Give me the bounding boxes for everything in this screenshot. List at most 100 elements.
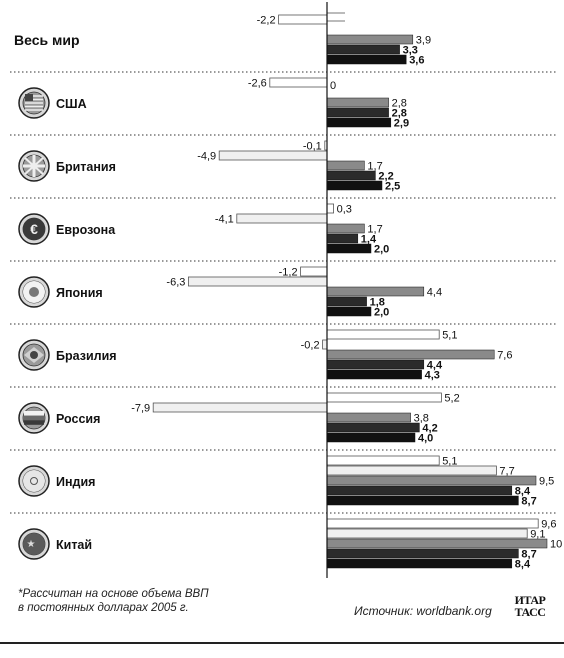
usa-flag-icon	[18, 87, 50, 119]
data-label: -0,1	[303, 141, 322, 153]
bar	[152, 402, 328, 413]
bar	[326, 369, 422, 380]
bar	[326, 455, 440, 466]
flag-band	[24, 415, 44, 421]
data-label: -2,6	[248, 78, 267, 90]
footnote-line-1: *Рассчитан на основе объема ВВП	[18, 588, 209, 600]
data-label: 5,2	[444, 393, 459, 405]
bar	[326, 538, 548, 549]
data-label: 3,3	[403, 45, 418, 57]
bar	[326, 54, 407, 65]
data-label: -4,1	[215, 214, 234, 226]
bar	[269, 77, 328, 88]
bar	[326, 432, 416, 443]
bar	[326, 392, 442, 403]
data-label: 8,4	[515, 559, 531, 571]
flag-canton	[25, 94, 33, 101]
chart-svg: Весь мир США Британия € Еврозона Япония Бразил…	[10, 2, 562, 578]
data-label: 3,8	[414, 413, 429, 425]
bar	[326, 306, 372, 317]
bar	[326, 44, 400, 55]
china-flag-icon: ★	[18, 528, 50, 560]
flag-field	[23, 533, 45, 555]
data-label: 4,0	[418, 433, 433, 445]
bar	[326, 286, 425, 297]
bar	[326, 180, 383, 191]
data-label: -7,9	[131, 403, 150, 415]
data-label: 0,3	[337, 204, 352, 216]
data-label: 2,0	[374, 244, 389, 256]
data-label: 4,2	[422, 423, 437, 435]
bar	[326, 296, 367, 307]
bar	[218, 150, 328, 161]
footnote-line-2: в постоянных долларах 2005 г.	[18, 602, 189, 614]
data-label: 5,1	[442, 456, 457, 468]
data-label: -4,9	[197, 151, 216, 163]
japan-flag-icon	[18, 276, 50, 308]
footnote: *Рассчитан на основе объема ВВП в постоя…	[18, 587, 248, 615]
bar	[326, 558, 513, 569]
flag-sun	[29, 287, 39, 297]
bar	[326, 170, 376, 181]
data-label: 4,3	[425, 370, 440, 382]
data-label: 4,4	[427, 360, 443, 372]
data-label: 2,2	[378, 171, 393, 183]
category-label: США	[56, 97, 87, 111]
bar	[326, 412, 411, 423]
uk-flag-icon	[18, 150, 50, 182]
bar	[326, 233, 359, 244]
category-label: Весь мир	[14, 32, 80, 48]
flag-star: ★	[27, 539, 36, 550]
eu-flag-icon: €	[18, 213, 50, 245]
flag-field	[23, 470, 45, 492]
data-label: -6,3	[166, 277, 185, 289]
euro-sign: €	[30, 221, 38, 237]
bar	[326, 359, 425, 370]
bar	[187, 276, 328, 287]
flag-wheel	[30, 477, 38, 485]
data-label: 1,4	[361, 234, 377, 246]
data-label: -0,2	[301, 340, 320, 352]
data-label: 2,0	[374, 307, 389, 319]
bar	[326, 97, 389, 108]
data-label: 7,6	[497, 350, 512, 362]
data-label: -2,2	[257, 15, 276, 27]
data-label: 2,8	[392, 108, 407, 120]
source-note: Источник: worldbank.org	[354, 604, 492, 618]
data-label: 2,8	[392, 98, 407, 110]
flag-globe	[30, 351, 38, 359]
data-label: 2,9	[394, 118, 409, 130]
bar	[236, 213, 328, 224]
data-label: 2,5	[385, 181, 400, 193]
data-label: 7,7	[499, 466, 514, 478]
flag-field	[23, 218, 45, 240]
bar	[326, 485, 513, 496]
category-label: Еврозона	[56, 223, 116, 237]
flag-band	[24, 411, 44, 416]
bar	[326, 495, 519, 506]
bar	[278, 14, 328, 25]
agency-logo-line-2: ТАСС	[514, 605, 546, 619]
category-label: Россия	[56, 412, 100, 426]
data-label: 5,1	[442, 330, 457, 342]
bar	[326, 422, 420, 433]
category-label: Индия	[56, 475, 95, 489]
bar	[322, 339, 328, 350]
flag-band	[24, 420, 44, 425]
agency-logo-line-1: ИТАР	[514, 593, 546, 607]
data-label: 1,7	[367, 224, 382, 236]
data-label: 9,5	[539, 476, 554, 488]
data-label: 8,4	[515, 486, 531, 498]
brazil-flag-icon	[18, 339, 50, 371]
bar	[326, 223, 365, 234]
bottom-rule	[0, 642, 564, 644]
data-label: 1,8	[370, 297, 385, 309]
data-label: 9,1	[530, 529, 545, 541]
india-flag-icon	[18, 465, 50, 497]
data-label: 3,6	[409, 55, 424, 67]
bar	[326, 329, 440, 340]
data-label: -1,2	[279, 267, 298, 279]
category-label: Британия	[56, 160, 116, 174]
data-label: 4,4	[427, 287, 442, 299]
